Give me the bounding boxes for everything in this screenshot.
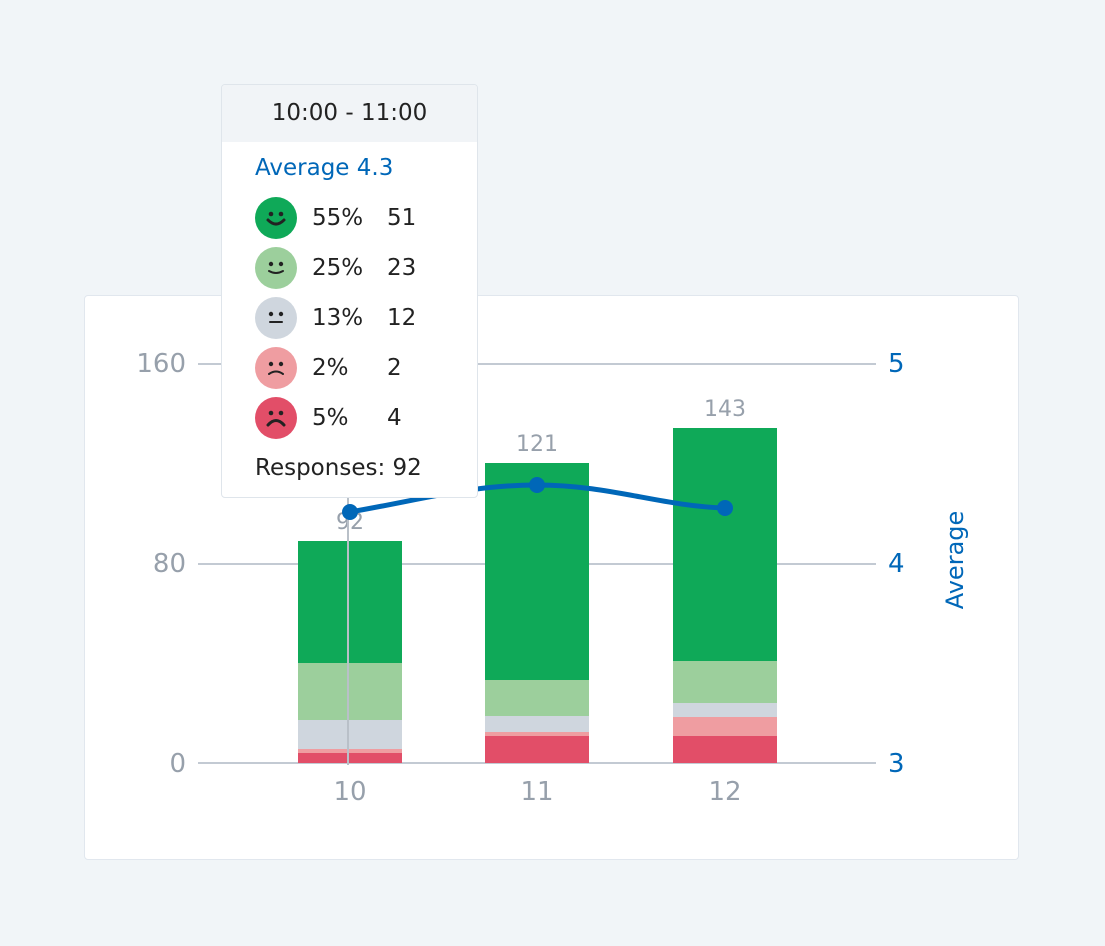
tooltip-pct: 13%	[312, 305, 364, 331]
tooltip-pct: 5%	[312, 405, 349, 431]
tooltip-row-dissatisfied: 2% 2	[255, 347, 402, 389]
tooltip-count: 2	[387, 355, 402, 381]
very-sad-face-icon	[255, 397, 297, 439]
tooltip: 10:00 - 11:00 Average 4.3 55% 51 25% 23 …	[221, 84, 478, 498]
bar-segment-dissatisfied	[673, 717, 777, 736]
tooltip-count: 51	[387, 205, 417, 231]
bar-segment-very-dissatisfied	[673, 736, 777, 763]
bar-segment-satisfied	[485, 680, 589, 716]
tooltip-count: 4	[387, 405, 402, 431]
bar-10[interactable]	[298, 541, 402, 763]
bar-segment-very-dissatisfied	[485, 736, 589, 763]
bar-segment-satisfied	[673, 661, 777, 703]
bar-segment-very-satisfied	[485, 463, 589, 680]
x-tick-11: 11	[520, 777, 554, 807]
tooltip-row-satisfied: 25% 23	[255, 247, 416, 289]
bar-segment-very-satisfied	[673, 428, 777, 661]
bar-segment-satisfied	[298, 663, 402, 720]
tooltip-responses-label: Responses:	[255, 455, 386, 481]
tooltip-pct: 25%	[312, 255, 364, 281]
bar-11[interactable]	[485, 463, 589, 763]
sad-face-icon	[255, 347, 297, 389]
bar-segment-dissatisfied	[298, 749, 402, 753]
y2-tick-4: 4	[888, 549, 905, 579]
y-tick-160: 160	[136, 349, 186, 379]
tooltip-row-very-satisfied: 55% 51	[255, 197, 416, 239]
bar-segment-very-dissatisfied	[298, 753, 402, 763]
tooltip-average-value: 4.3	[356, 155, 394, 181]
average-point-11[interactable]	[529, 477, 545, 493]
gridline-160	[198, 363, 876, 365]
happy-face-icon	[255, 247, 297, 289]
bar-segment-neutral	[298, 720, 402, 749]
bar-total-11: 121	[516, 432, 558, 457]
bar-segment-neutral	[673, 703, 777, 717]
tooltip-count: 12	[387, 305, 417, 331]
tooltip-pct: 55%	[312, 205, 364, 231]
bar-12[interactable]	[673, 428, 777, 763]
bar-segment-dissatisfied	[485, 732, 589, 736]
tooltip-average-label: Average	[255, 155, 350, 181]
tooltip-responses-value: 92	[392, 455, 422, 481]
bar-segment-very-satisfied	[298, 541, 402, 663]
tooltip-count: 23	[387, 255, 417, 281]
average-point-12[interactable]	[717, 500, 733, 516]
y2-tick-3: 3	[888, 749, 905, 779]
average-point-10[interactable]	[342, 504, 358, 520]
y-tick-0: 0	[169, 749, 186, 779]
x-tick-12: 12	[708, 777, 742, 807]
tooltip-responses: Responses: 92	[255, 453, 422, 483]
y2-tick-5: 5	[888, 349, 905, 379]
very-happy-face-icon	[255, 197, 297, 239]
y-tick-80: 80	[152, 549, 186, 579]
neutral-face-icon	[255, 297, 297, 339]
bar-total-12: 143	[704, 397, 746, 422]
tooltip-row-very-dissatisfied: 5% 4	[255, 397, 402, 439]
tooltip-row-neutral: 13% 12	[255, 297, 416, 339]
tooltip-title: 10:00 - 11:00	[222, 85, 477, 142]
tooltip-average: Average 4.3	[255, 153, 393, 183]
hover-crosshair	[347, 480, 349, 765]
tooltip-pct: 2%	[312, 355, 349, 381]
bar-segment-neutral	[485, 716, 589, 732]
gridline-0	[198, 762, 876, 764]
x-tick-10: 10	[333, 777, 367, 807]
